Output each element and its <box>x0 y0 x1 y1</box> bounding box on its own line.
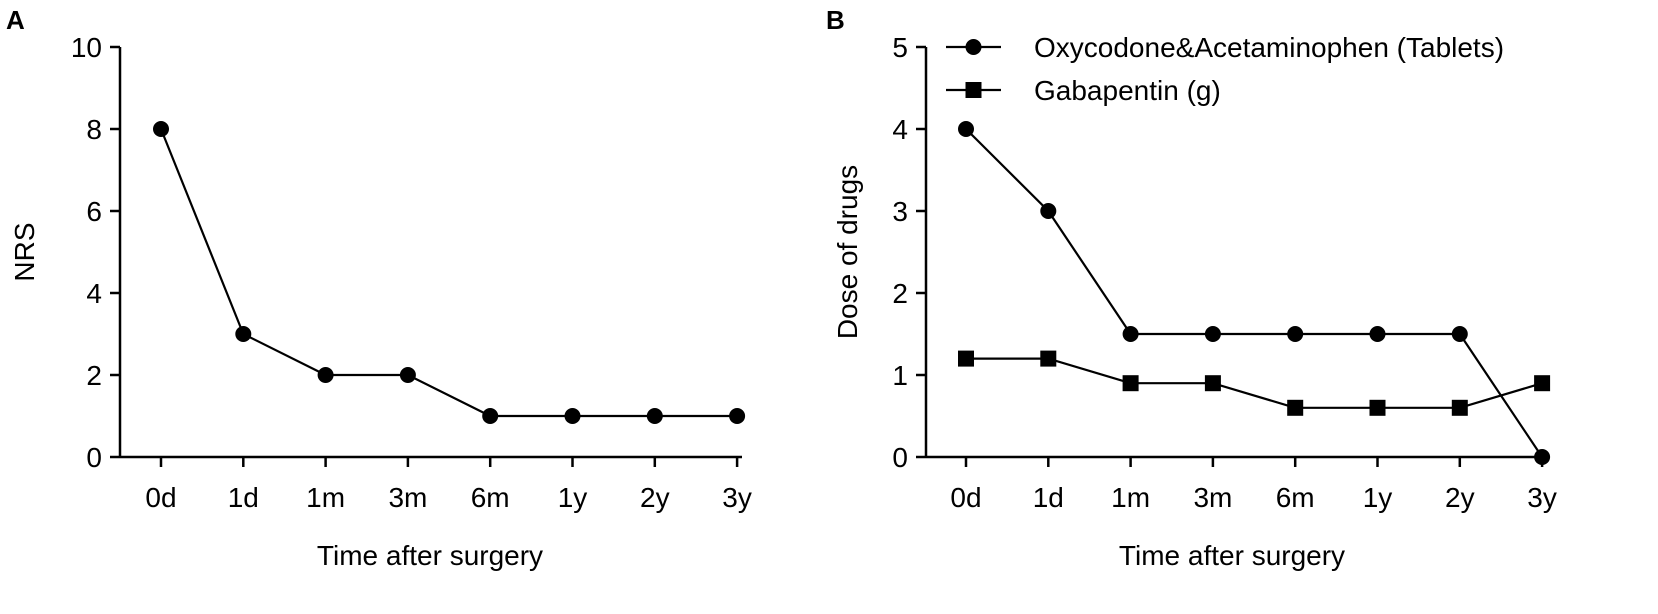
panel-b-y-axis-title: Dose of drugs <box>832 165 863 339</box>
panel-b-y-tick-label: 5 <box>892 32 908 63</box>
panel-a-series-1-point <box>235 326 252 342</box>
panel-b-series-1-point <box>1534 449 1551 465</box>
panel-b-legend-item-2-marker <box>965 82 982 98</box>
panel-a-x-tick-label: 2y <box>640 482 670 513</box>
panel-b-legend-item-1-marker <box>965 39 982 55</box>
panel-b-series-2-line <box>966 357 1543 409</box>
panel-a-y-axis-title: NRS <box>9 222 40 281</box>
panel-a-x-tick-label: 3y <box>722 482 752 513</box>
panel-a-x-tick-label: 6m <box>471 482 510 513</box>
panel-a-series-1-point <box>482 408 499 424</box>
panel-a-y-tick-label: 8 <box>86 114 102 145</box>
panel-b-series-1-point <box>1287 326 1304 342</box>
panel-b-x-tick-label: 2y <box>1445 482 1475 513</box>
panel-a-x-axis-title: Time after surgery <box>317 540 543 571</box>
panel-b-series-2-point <box>1451 399 1468 416</box>
panel-b-y-tick-label: 2 <box>892 278 908 309</box>
panel-b-x-tick-label: 1m <box>1111 482 1150 513</box>
panel-b-x-tick-label: 3m <box>1193 482 1232 513</box>
panel-a-series-1-point <box>317 367 334 383</box>
panel-b-series-1-line <box>965 128 1544 458</box>
panel-b-x-tick-label: 3y <box>1527 482 1557 513</box>
panel-b-label: B <box>826 5 845 35</box>
panel-b-series-1-point <box>1122 326 1139 342</box>
panel-b-series-1-point <box>1204 326 1221 342</box>
panel-a-y-tick-label: 2 <box>86 360 102 391</box>
panel-b-y-tick-label: 0 <box>892 442 908 473</box>
panel-a-label: A <box>6 5 25 35</box>
panel-b-legend-item-1-label: Oxycodone&Acetaminophen (Tablets) <box>1034 32 1504 63</box>
panel-b-series-2-point <box>1369 399 1386 416</box>
panel-b-series-2-point <box>1534 375 1551 392</box>
panel-a-series-1-point <box>729 408 746 424</box>
panel-b-series-1-point <box>1369 326 1386 342</box>
panel-b-y-tick-label: 3 <box>892 196 908 227</box>
panel-a-x-tick-label: 1d <box>228 482 259 513</box>
panel-a-series-1-point <box>564 408 581 424</box>
panel-b-series-2-point <box>1204 375 1221 392</box>
panel-a-y-tick-label: 4 <box>86 278 102 309</box>
panel-a-series-1-point <box>153 121 169 137</box>
panel-b-series-1-point <box>1040 203 1057 219</box>
panel-a-y-tick-label: 0 <box>86 442 102 473</box>
panel-b-series-2-point <box>958 350 974 367</box>
panel-b-x-tick-label: 1y <box>1363 482 1393 513</box>
panel-b-x-tick-label: 6m <box>1276 482 1315 513</box>
panel-b-chart: B 0 1 2 3 4 5 0d 1d 1m 3m 6m 1y 2y 3y Dose of drugs Tim… <box>826 5 1557 571</box>
panel-b-legend-item-2-label: Gabapentin (g) <box>1034 75 1221 106</box>
panel-a-series-1-line <box>159 128 738 418</box>
panel-a-x-tick-label: 0d <box>145 482 176 513</box>
panel-b-series-1-point <box>958 121 974 137</box>
panel-b-x-axis-title: Time after surgery <box>1119 540 1345 571</box>
panel-a-series-1-point <box>399 367 416 383</box>
panel-b-y-tick-label: 4 <box>892 114 908 145</box>
panel-b-series-1-point <box>1451 326 1468 342</box>
panel-a-y-tick-label: 6 <box>86 196 102 227</box>
panel-b-y-tick-label: 1 <box>892 360 908 391</box>
panel-a-chart: A 0 2 4 6 8 10 0d 1d 1m 3m 6m 1y 2y 3y NRS Time after s… <box>6 5 752 571</box>
panel-a-y-tick-label: 10 <box>71 32 102 63</box>
panel-b-series-2-point <box>1287 399 1304 416</box>
panel-a-x-tick-label: 1m <box>306 482 345 513</box>
panel-a-series-1-point <box>646 408 663 424</box>
panel-b-x-tick-label: 0d <box>950 482 981 513</box>
panel-b-x-tick-label: 1d <box>1033 482 1064 513</box>
panel-b-series-2-point <box>1122 375 1139 392</box>
panel-a-x-tick-label: 1y <box>558 482 588 513</box>
panel-a-x-tick-label: 3m <box>388 482 427 513</box>
panel-b-series-2-point <box>1040 350 1057 367</box>
